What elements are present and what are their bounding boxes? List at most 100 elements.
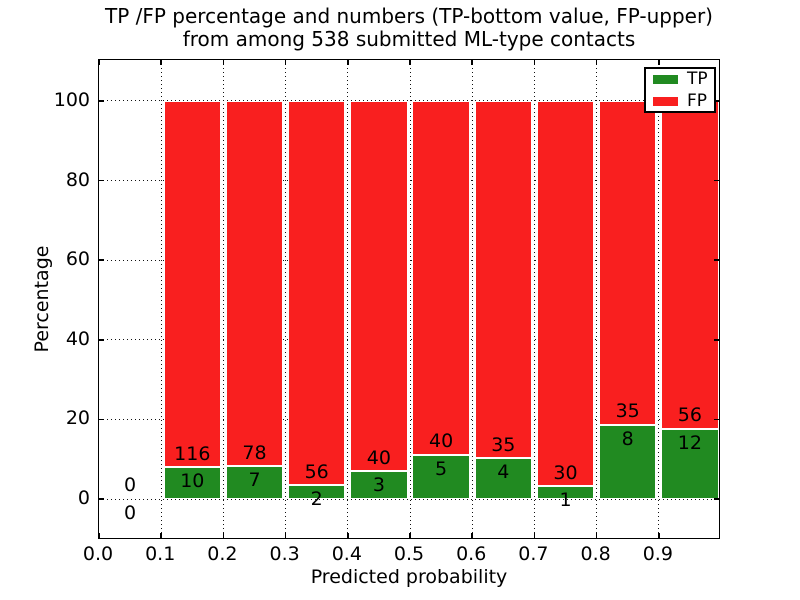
y-axis-tick xyxy=(99,418,104,421)
fp-count-label: 40 xyxy=(429,430,454,453)
x-axis-tick xyxy=(595,533,598,538)
fp-count-label: 116 xyxy=(174,442,211,465)
y-tick-label: 40 xyxy=(65,327,90,350)
x-tick-label: 0.2 xyxy=(207,543,238,565)
gridline-vertical xyxy=(658,60,660,538)
tp-count-label: 2 xyxy=(310,488,323,511)
gridline-horizontal xyxy=(99,498,719,500)
y-axis-tick xyxy=(99,100,104,102)
x-axis-tick-top xyxy=(284,60,287,65)
x-axis-label: Predicted probability xyxy=(310,566,508,588)
chart-title-line1: TP /FP percentage and numbers (TP-bottom… xyxy=(105,4,713,28)
x-axis-tick xyxy=(658,533,660,538)
x-axis-tick xyxy=(533,533,536,538)
tp-count-label: 12 xyxy=(677,431,702,454)
tp-count-label: 10 xyxy=(180,470,205,493)
y-tick-label: 0 xyxy=(77,487,90,509)
legend-label-tp: TP xyxy=(687,68,708,89)
legend-swatch-fp xyxy=(653,96,678,106)
x-axis-tick-top xyxy=(98,60,100,65)
x-tick-label: 0.9 xyxy=(642,543,673,565)
bar-fp-segment xyxy=(599,100,657,425)
gridline-vertical xyxy=(347,60,349,538)
x-axis-tick-top xyxy=(471,60,473,65)
tp-count-label: 1 xyxy=(559,489,572,512)
x-tick-label: 0.8 xyxy=(580,543,611,565)
gridline-horizontal xyxy=(99,418,719,420)
x-axis-tick xyxy=(471,533,473,538)
x-axis-tick-top xyxy=(160,60,162,65)
fp-count-label: 56 xyxy=(677,404,702,427)
y-axis-tick-right xyxy=(714,418,719,421)
x-axis-tick-top xyxy=(347,60,349,65)
gridline-vertical xyxy=(409,60,411,538)
bar-tp-segment xyxy=(536,486,595,499)
gridline-horizontal xyxy=(99,259,719,261)
x-axis-tick xyxy=(409,533,411,538)
gridline-vertical xyxy=(596,60,598,538)
x-tick-label: 0.3 xyxy=(269,543,300,565)
legend-item-tp: TP xyxy=(653,68,708,89)
x-axis-tick-top xyxy=(222,60,225,65)
bar-fp-segment xyxy=(536,100,595,487)
x-axis-tick xyxy=(222,533,225,538)
x-axis-tick xyxy=(160,533,162,538)
bar-tp-segment xyxy=(163,467,221,499)
x-axis-tick-top xyxy=(658,60,660,65)
y-axis-tick xyxy=(99,498,104,500)
x-axis-tick-top xyxy=(533,60,536,65)
bar-fp-segment xyxy=(661,100,719,429)
bar-fp-segment xyxy=(474,100,532,459)
legend-swatch-tp xyxy=(653,74,678,84)
x-axis-tick-top xyxy=(409,60,411,65)
y-axis-tick xyxy=(99,339,104,341)
gridline-vertical xyxy=(160,60,162,538)
bar-fp-segment xyxy=(412,100,470,455)
bar-fp-segment xyxy=(225,100,284,467)
y-axis-tick xyxy=(99,179,104,182)
y-tick-label: 60 xyxy=(65,248,90,271)
tp-count-label: 8 xyxy=(621,427,634,450)
plot-area: 0 0 116 10 78 7 56 2 40 3 40 5 35 4 30 1 35 8 56 12 xyxy=(98,59,720,539)
gridline-vertical xyxy=(222,60,224,538)
gridline-horizontal xyxy=(99,100,719,102)
x-tick-label: 0.0 xyxy=(82,543,114,565)
gridline-horizontal xyxy=(99,180,719,182)
y-tick-label: 80 xyxy=(65,168,90,191)
y-axis-tick-right xyxy=(714,179,719,182)
fp-count-label: 40 xyxy=(366,446,391,469)
fp-count-label: 35 xyxy=(491,433,516,456)
y-axis-tick-right xyxy=(714,498,719,500)
tp-count-label: 5 xyxy=(435,457,448,480)
tp-count-label: 7 xyxy=(248,469,261,492)
chart-title: TP /FP percentage and numbers (TP-bottom… xyxy=(98,5,720,51)
bar-tp-segment xyxy=(350,471,408,499)
y-tick-label: 100 xyxy=(53,88,90,111)
x-tick-label: 0.6 xyxy=(456,543,487,565)
gridline-horizontal xyxy=(99,339,719,341)
x-tick-label: 0.4 xyxy=(331,543,362,565)
bar-tp-segment xyxy=(225,466,284,499)
fp-count-label: 0 xyxy=(124,474,137,497)
gridline-vertical xyxy=(533,60,535,538)
x-tick-label: 0.7 xyxy=(518,543,549,565)
chart-title-line2: from among 538 submitted ML-type contact… xyxy=(182,27,636,51)
x-tick-label: 0.5 xyxy=(393,543,425,565)
y-axis-tick xyxy=(99,259,104,261)
bar-tp-segment xyxy=(599,424,657,499)
bar-tp-segment xyxy=(661,428,719,499)
legend-label-fp: FP xyxy=(687,90,708,111)
y-axis-tick-right xyxy=(714,339,719,341)
x-axis-tick xyxy=(347,533,349,538)
bar-fp-segment xyxy=(288,100,346,486)
bar-fp-segment xyxy=(163,100,221,468)
bar-tp-segment xyxy=(474,458,532,499)
x-tick-label: 0.1 xyxy=(145,543,176,565)
tp-count-label: 4 xyxy=(497,461,510,484)
bar-tp-segment xyxy=(412,454,470,499)
gridline-vertical xyxy=(285,60,287,538)
fp-count-label: 78 xyxy=(242,441,267,464)
bar-fp-segment xyxy=(350,100,408,472)
fp-count-label: 35 xyxy=(615,400,640,423)
